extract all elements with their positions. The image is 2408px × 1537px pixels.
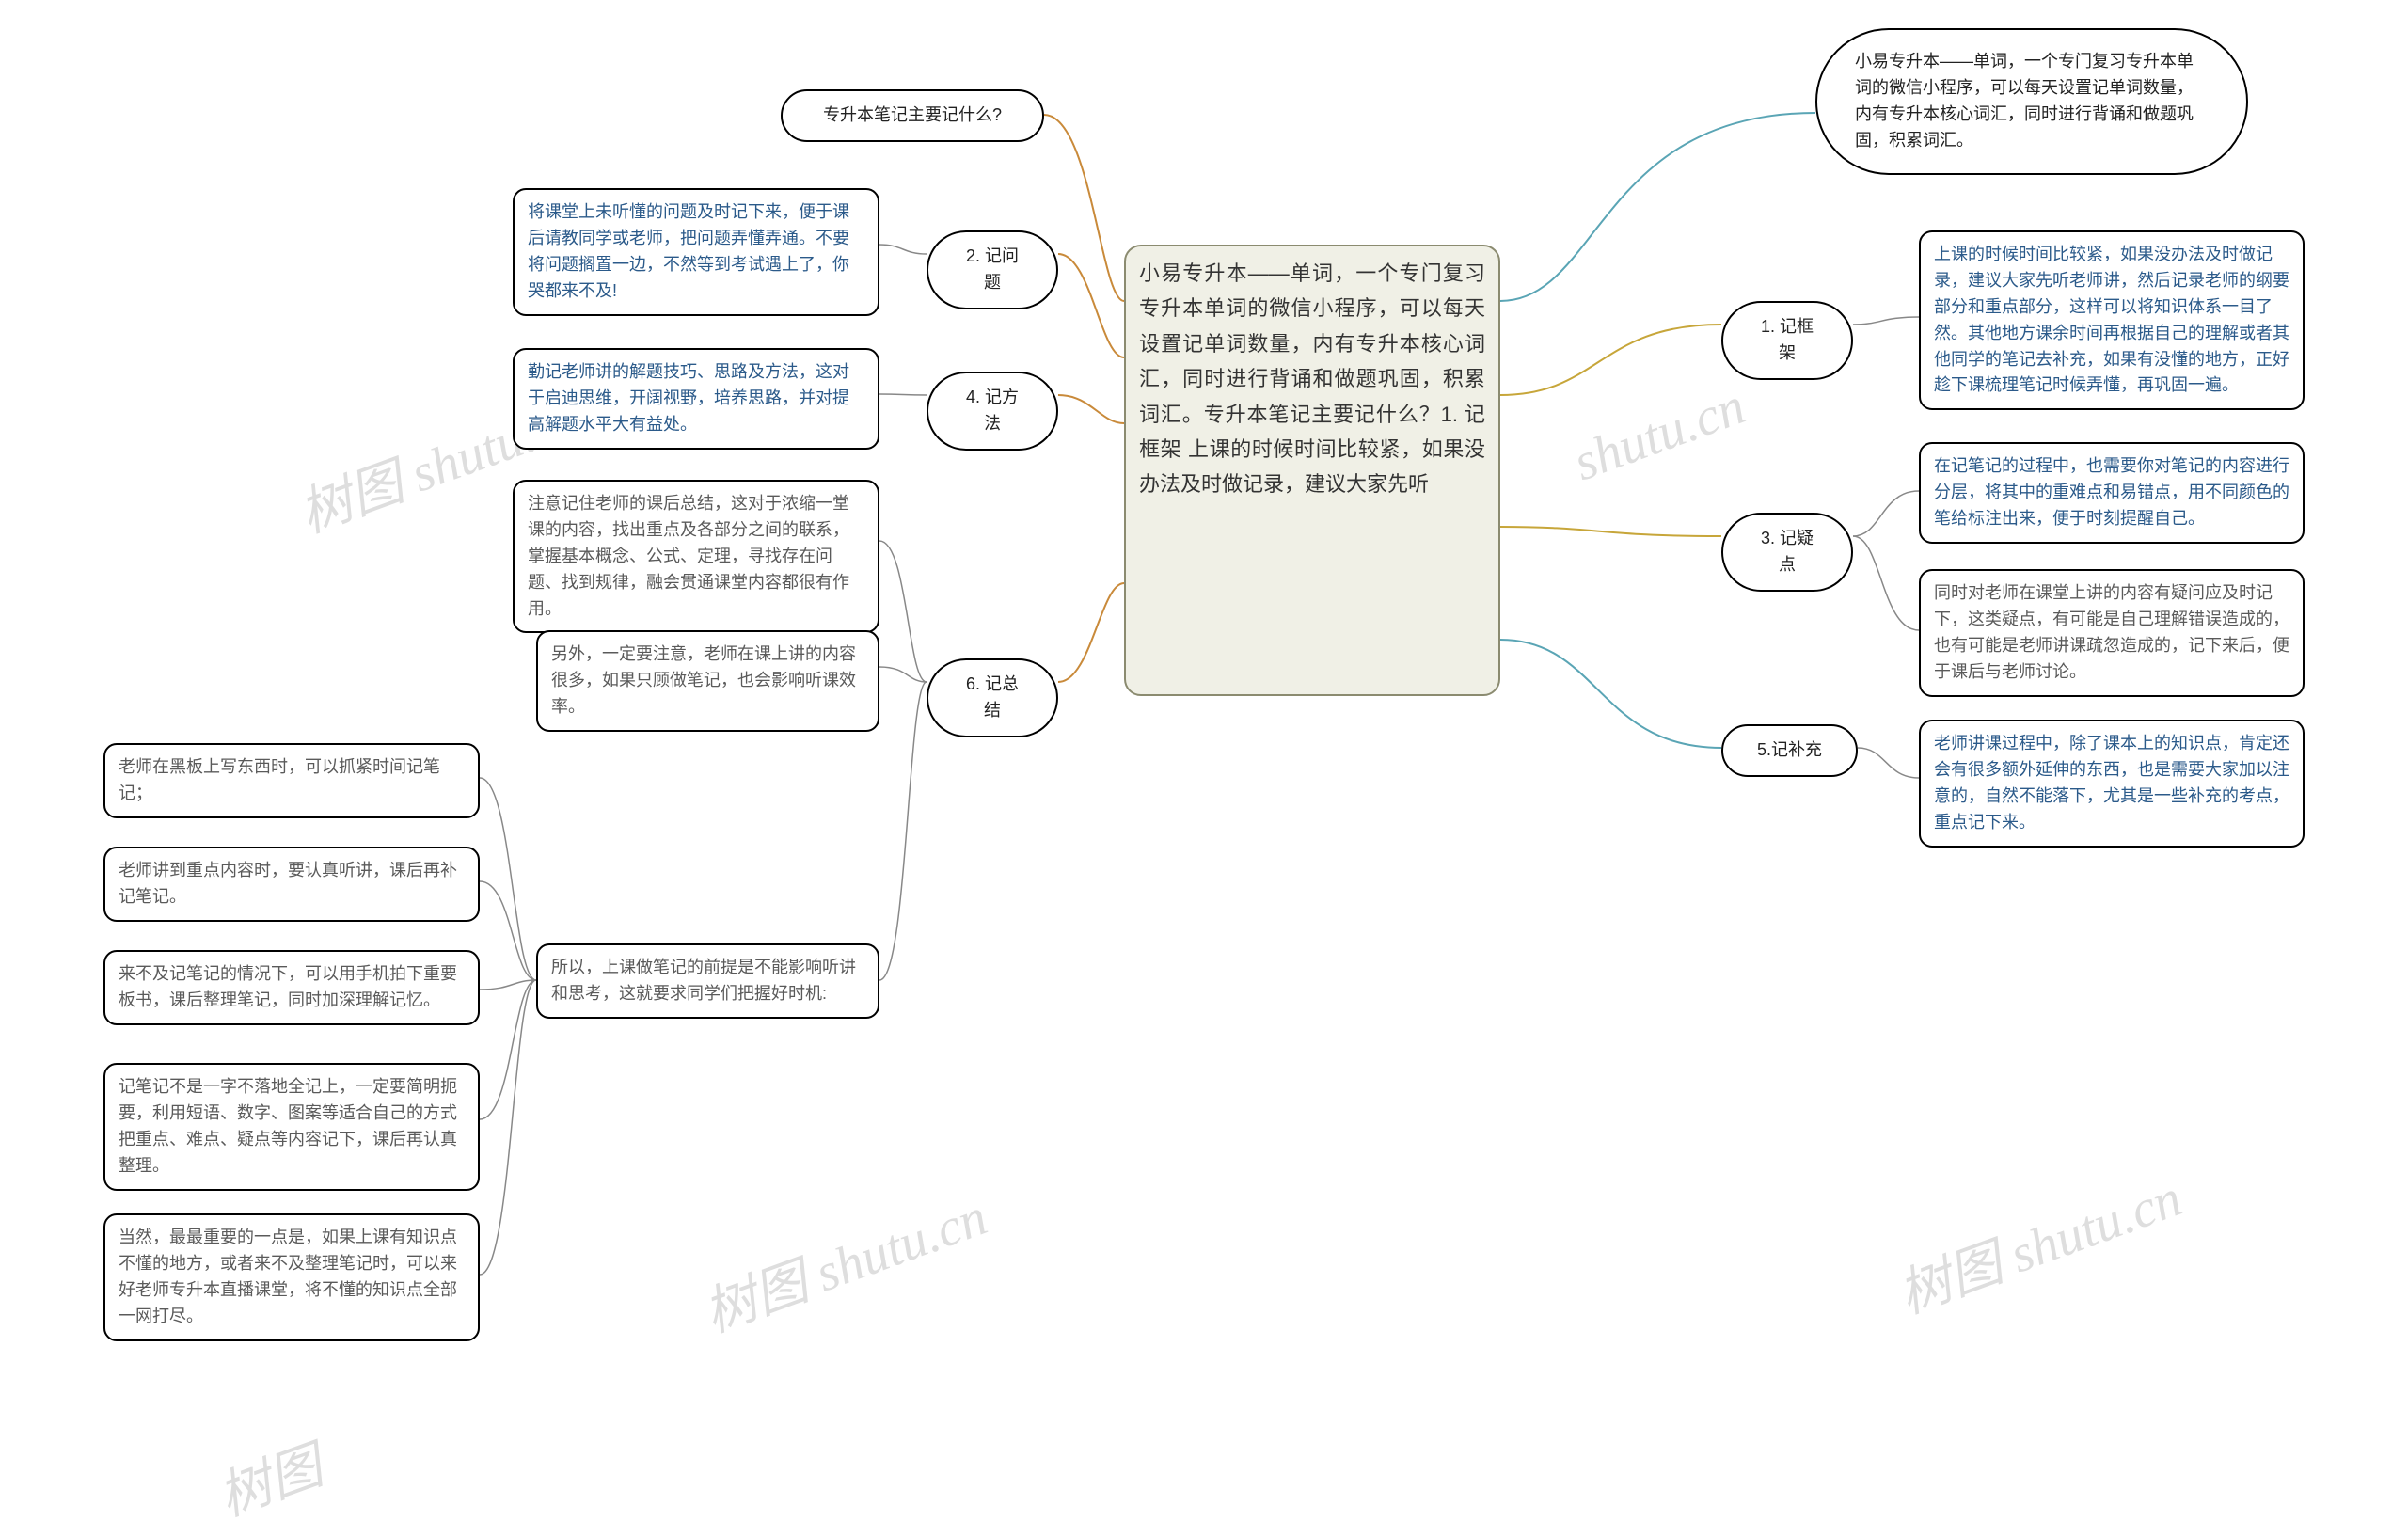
- watermark: 树图 shutu.cn: [1887, 1156, 2191, 1329]
- detail-3b-doubts[interactable]: 同时对老师在课堂上讲的内容有疑问应及时记下，这类疑点，有可能是自己理解错误造成的…: [1919, 569, 2305, 697]
- detail-4-methods[interactable]: 勤记老师讲的解题技巧、思路及方法，这对于启迪思维，开阔视野，培养思路，并对提高解…: [513, 348, 879, 450]
- detail-3a-layering[interactable]: 在记笔记的过程中，也需要你对笔记的内容进行分层，将其中的重难点和易错点，用不同颜…: [1919, 442, 2305, 544]
- detail-2-questions[interactable]: 将课堂上未听懂的问题及时记下来，便于课后请教同学或老师，把问题弄懂弄通。不要将问…: [513, 188, 879, 316]
- detail-1-framework[interactable]: 上课的时候时间比较紧，如果没办法及时做记录，建议大家先听老师讲，然后记录老师的纲…: [1919, 230, 2305, 410]
- branch-5-supplement[interactable]: 5.记补充: [1721, 724, 1858, 777]
- tip-photo[interactable]: 来不及记笔记的情况下，可以用手机拍下重要板书，课后整理笔记，同时加深理解记忆。: [103, 950, 480, 1025]
- tip-keypoints[interactable]: 老师讲到重点内容时，要认真听讲，课后再补记笔记。: [103, 847, 480, 922]
- watermark: 树图: [207, 1423, 332, 1530]
- tip-blackboard[interactable]: 老师在黑板上写东西时，可以抓紧时间记笔记；: [103, 743, 480, 818]
- detail-6b-attention[interactable]: 另外，一定要注意，老师在课上讲的内容很多，如果只顾做笔记，也会影响听课效率。: [536, 630, 879, 732]
- branch-3-doubts[interactable]: 3. 记疑点: [1721, 513, 1853, 592]
- branch-1-framework[interactable]: 1. 记框架: [1721, 301, 1853, 380]
- watermark: shutu.cn: [1566, 376, 1753, 494]
- branch-app-intro[interactable]: 小易专升本——单词，一个专门复习专升本单词的微信小程序，可以每天设置记单词数量，…: [1815, 28, 2248, 175]
- branch-6-summary[interactable]: 6. 记总结: [927, 658, 1058, 737]
- detail-6a-summary[interactable]: 注意记住老师的课后总结，这对于浓缩一堂课的内容，找出重点及各部分之间的联系，掌握…: [513, 480, 879, 633]
- mindmap-root[interactable]: 小易专升本——单词，一个专门复习专升本单词的微信小程序，可以每天设置记单词数量，…: [1124, 245, 1500, 696]
- branch-2-questions[interactable]: 2. 记问题: [927, 230, 1058, 309]
- branch-4-methods[interactable]: 4. 记方法: [927, 372, 1058, 451]
- branch-what-to-note[interactable]: 专升本笔记主要记什么?: [781, 89, 1044, 142]
- tip-live-class[interactable]: 当然，最最重要的一点是，如果上课有知识点不懂的地方，或者来不及整理笔记时，可以来…: [103, 1213, 480, 1341]
- watermark: 树图 shutu.cn: [692, 1175, 996, 1348]
- tip-concise[interactable]: 记笔记不是一字不落地全记上，一定要简明扼要，利用短语、数字、图案等适合自己的方式…: [103, 1063, 480, 1191]
- detail-5-supplement[interactable]: 老师讲课过程中，除了课本上的知识点，肯定还会有很多额外延伸的东西，也是需要大家加…: [1919, 720, 2305, 848]
- detail-6c-timing[interactable]: 所以，上课做笔记的前提是不能影响听讲和思考，这就要求同学们把握好时机:: [536, 943, 879, 1019]
